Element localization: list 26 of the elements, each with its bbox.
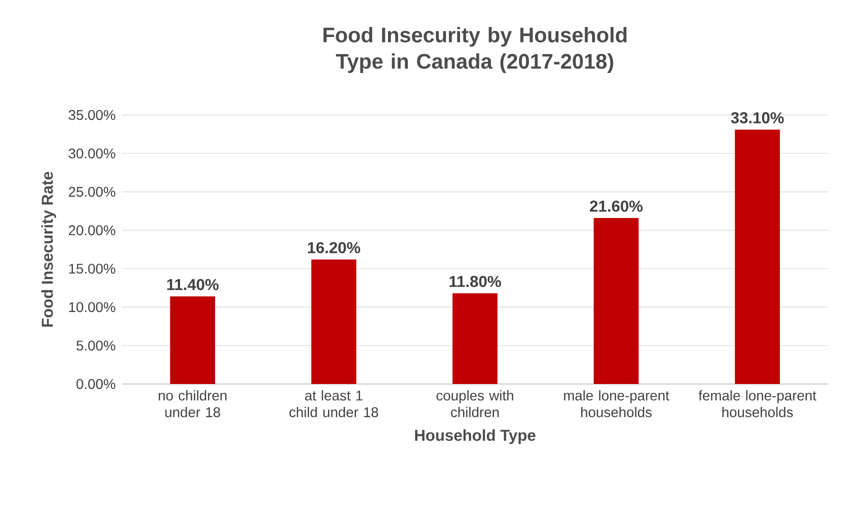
y-tick-label: 25.00%: [68, 186, 116, 197]
bar: [170, 296, 216, 384]
x-tick-label: couples with children: [436, 390, 514, 418]
x-axis-title: Household Type: [415, 429, 536, 444]
data-label: 11.80%: [450, 276, 501, 288]
data-label: 11.40%: [167, 278, 219, 290]
y-tick-label: 30.00%: [68, 148, 116, 158]
x-tick-label: at least 1 child under 18: [289, 390, 378, 418]
x-tick-label: female lone-parent households: [698, 390, 816, 418]
x-tick-label: no children under 18: [158, 390, 226, 418]
y-tick-label: 0.00%: [76, 379, 116, 389]
bar: [734, 130, 780, 384]
bar: [452, 293, 498, 384]
data-label: 21.60%: [590, 200, 643, 212]
bar: [311, 259, 356, 384]
bar: [594, 218, 639, 384]
y-tick-label: 35.00%: [68, 110, 116, 120]
x-tick-label: male lone-parent households: [564, 390, 670, 418]
chart-title: Food Insecurity by Household Type in Canada (2017-2018): [324, 26, 627, 73]
y-tick-label: 10.00%: [69, 302, 116, 312]
y-axis-title: Food Insecurity Rate: [41, 172, 56, 327]
data-label: 16.20%: [308, 242, 360, 254]
y-tick-label: 20.00%: [68, 225, 116, 236]
y-tick-label: 5.00%: [76, 340, 116, 351]
y-tick-label: 15.00%: [69, 264, 116, 274]
data-label: 33.10%: [730, 112, 784, 124]
